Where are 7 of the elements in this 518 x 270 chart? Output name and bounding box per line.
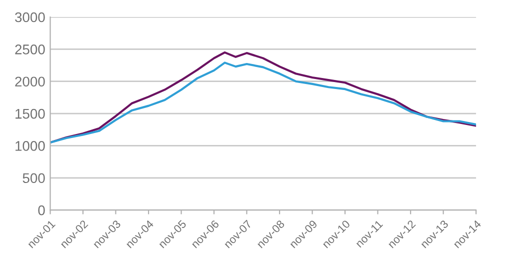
y-tick-label: 1500 bbox=[16, 108, 45, 119]
y-tick-label: 1000 bbox=[16, 141, 45, 151]
y-tick-label: 0 bbox=[38, 205, 45, 216]
y-tick-label: 2500 bbox=[15, 44, 45, 54]
y-tick-label: 3000 bbox=[15, 12, 45, 22]
y-tick-label: 500 bbox=[22, 173, 45, 184]
y-tick-label: 2000 bbox=[15, 76, 45, 87]
